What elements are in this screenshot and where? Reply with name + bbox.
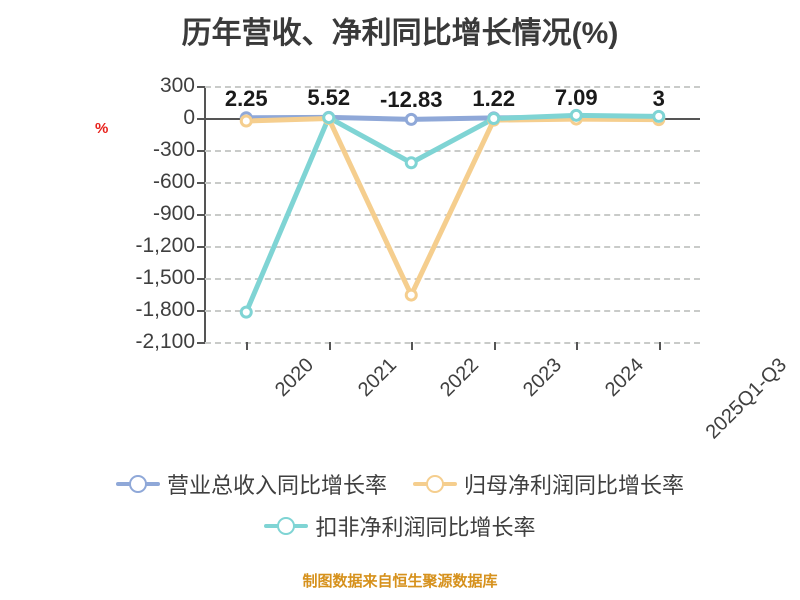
y-tick-label: -600 <box>152 170 195 193</box>
legend-item-net-profit[interactable]: 归母净利润同比增长率 <box>413 468 684 500</box>
series-line <box>243 116 662 298</box>
gridline <box>205 278 700 280</box>
gridline <box>205 310 700 312</box>
x-axis-tick <box>576 342 579 350</box>
data-point-marker[interactable] <box>322 111 336 125</box>
y-tick-label: 0 <box>183 106 195 129</box>
data-point-label: 5.52 <box>307 85 351 111</box>
y-axis-labels: 300 0 -300 -600 -900 -1,200 -1,500 -1,800 -2,100 <box>55 0 195 600</box>
y-tick-label: 300 <box>159 74 195 97</box>
data-point-label: 1.22 <box>472 85 516 111</box>
x-axis-tick <box>493 342 496 350</box>
y-axis-tick <box>197 86 205 88</box>
gridline <box>205 246 700 248</box>
data-point-marker[interactable] <box>404 156 418 170</box>
data-point-marker[interactable] <box>487 112 501 126</box>
y-axis-tick <box>197 278 205 280</box>
y-tick-label: -1,800 <box>135 298 195 321</box>
y-axis-tick <box>197 118 205 120</box>
legend-label-deducted-profit: 扣非净利润同比增长率 <box>315 515 536 540</box>
x-axis-tick <box>411 342 414 350</box>
legend-marker-net-profit-icon <box>413 471 457 497</box>
gridline <box>205 214 700 216</box>
data-point-marker[interactable] <box>239 114 253 128</box>
y-tick-label: -2,100 <box>135 330 195 353</box>
y-axis-tick <box>197 182 205 184</box>
legend-item-revenue[interactable]: 营业总收入同比增长率 <box>115 468 387 500</box>
gridline <box>205 342 700 344</box>
y-tick-label: -900 <box>152 202 195 225</box>
data-point-label: -12.83 <box>380 87 443 113</box>
y-axis-unit-label: % <box>95 120 109 137</box>
data-point-marker[interactable] <box>569 108 583 122</box>
y-axis-tick <box>197 310 205 312</box>
y-axis-tick <box>197 214 205 216</box>
legend-label-revenue: 营业总收入同比增长率 <box>166 473 387 498</box>
data-point-label: 7.09 <box>554 85 598 111</box>
legend-row-2: 扣非净利润同比增长率 <box>0 510 800 542</box>
x-axis-tick <box>246 342 249 350</box>
data-point-marker[interactable] <box>404 112 418 126</box>
legend-marker-deducted-profit-icon <box>264 513 309 539</box>
legend-item-deducted-profit[interactable]: 扣非净利润同比增长率 <box>264 510 536 542</box>
y-tick-label: -1,500 <box>135 266 195 289</box>
gridline <box>205 182 700 184</box>
data-point-marker[interactable] <box>239 305 253 319</box>
y-axis-tick <box>197 342 205 344</box>
series-line <box>243 112 662 315</box>
data-point-label: 3 <box>652 85 665 111</box>
gridline <box>205 86 700 88</box>
y-axis-tick <box>197 150 205 152</box>
x-axis-tick <box>328 342 331 350</box>
y-tick-label: -1,200 <box>135 234 195 257</box>
chart-legend: 营业总收入同比增长率 归母净利润同比增长率 扣非净利润同比增长率 <box>0 468 800 552</box>
y-axis-tick <box>197 246 205 248</box>
x-axis-tick <box>658 342 661 350</box>
legend-row-1: 营业总收入同比增长率 归母净利润同比增长率 <box>0 468 800 500</box>
gridline <box>205 150 700 152</box>
legend-label-net-profit: 归母净利润同比增长率 <box>464 473 685 498</box>
data-point-marker[interactable] <box>404 288 418 302</box>
data-point-label: 2.25 <box>224 85 268 111</box>
y-tick-label: -300 <box>152 138 195 161</box>
footer-source-note: 制图数据来自恒生聚源数据库 <box>302 573 498 590</box>
data-point-marker[interactable] <box>652 109 666 123</box>
chart-title: 历年营收、净利同比增长情况(%) <box>181 17 619 50</box>
legend-marker-revenue-icon <box>115 471 160 497</box>
